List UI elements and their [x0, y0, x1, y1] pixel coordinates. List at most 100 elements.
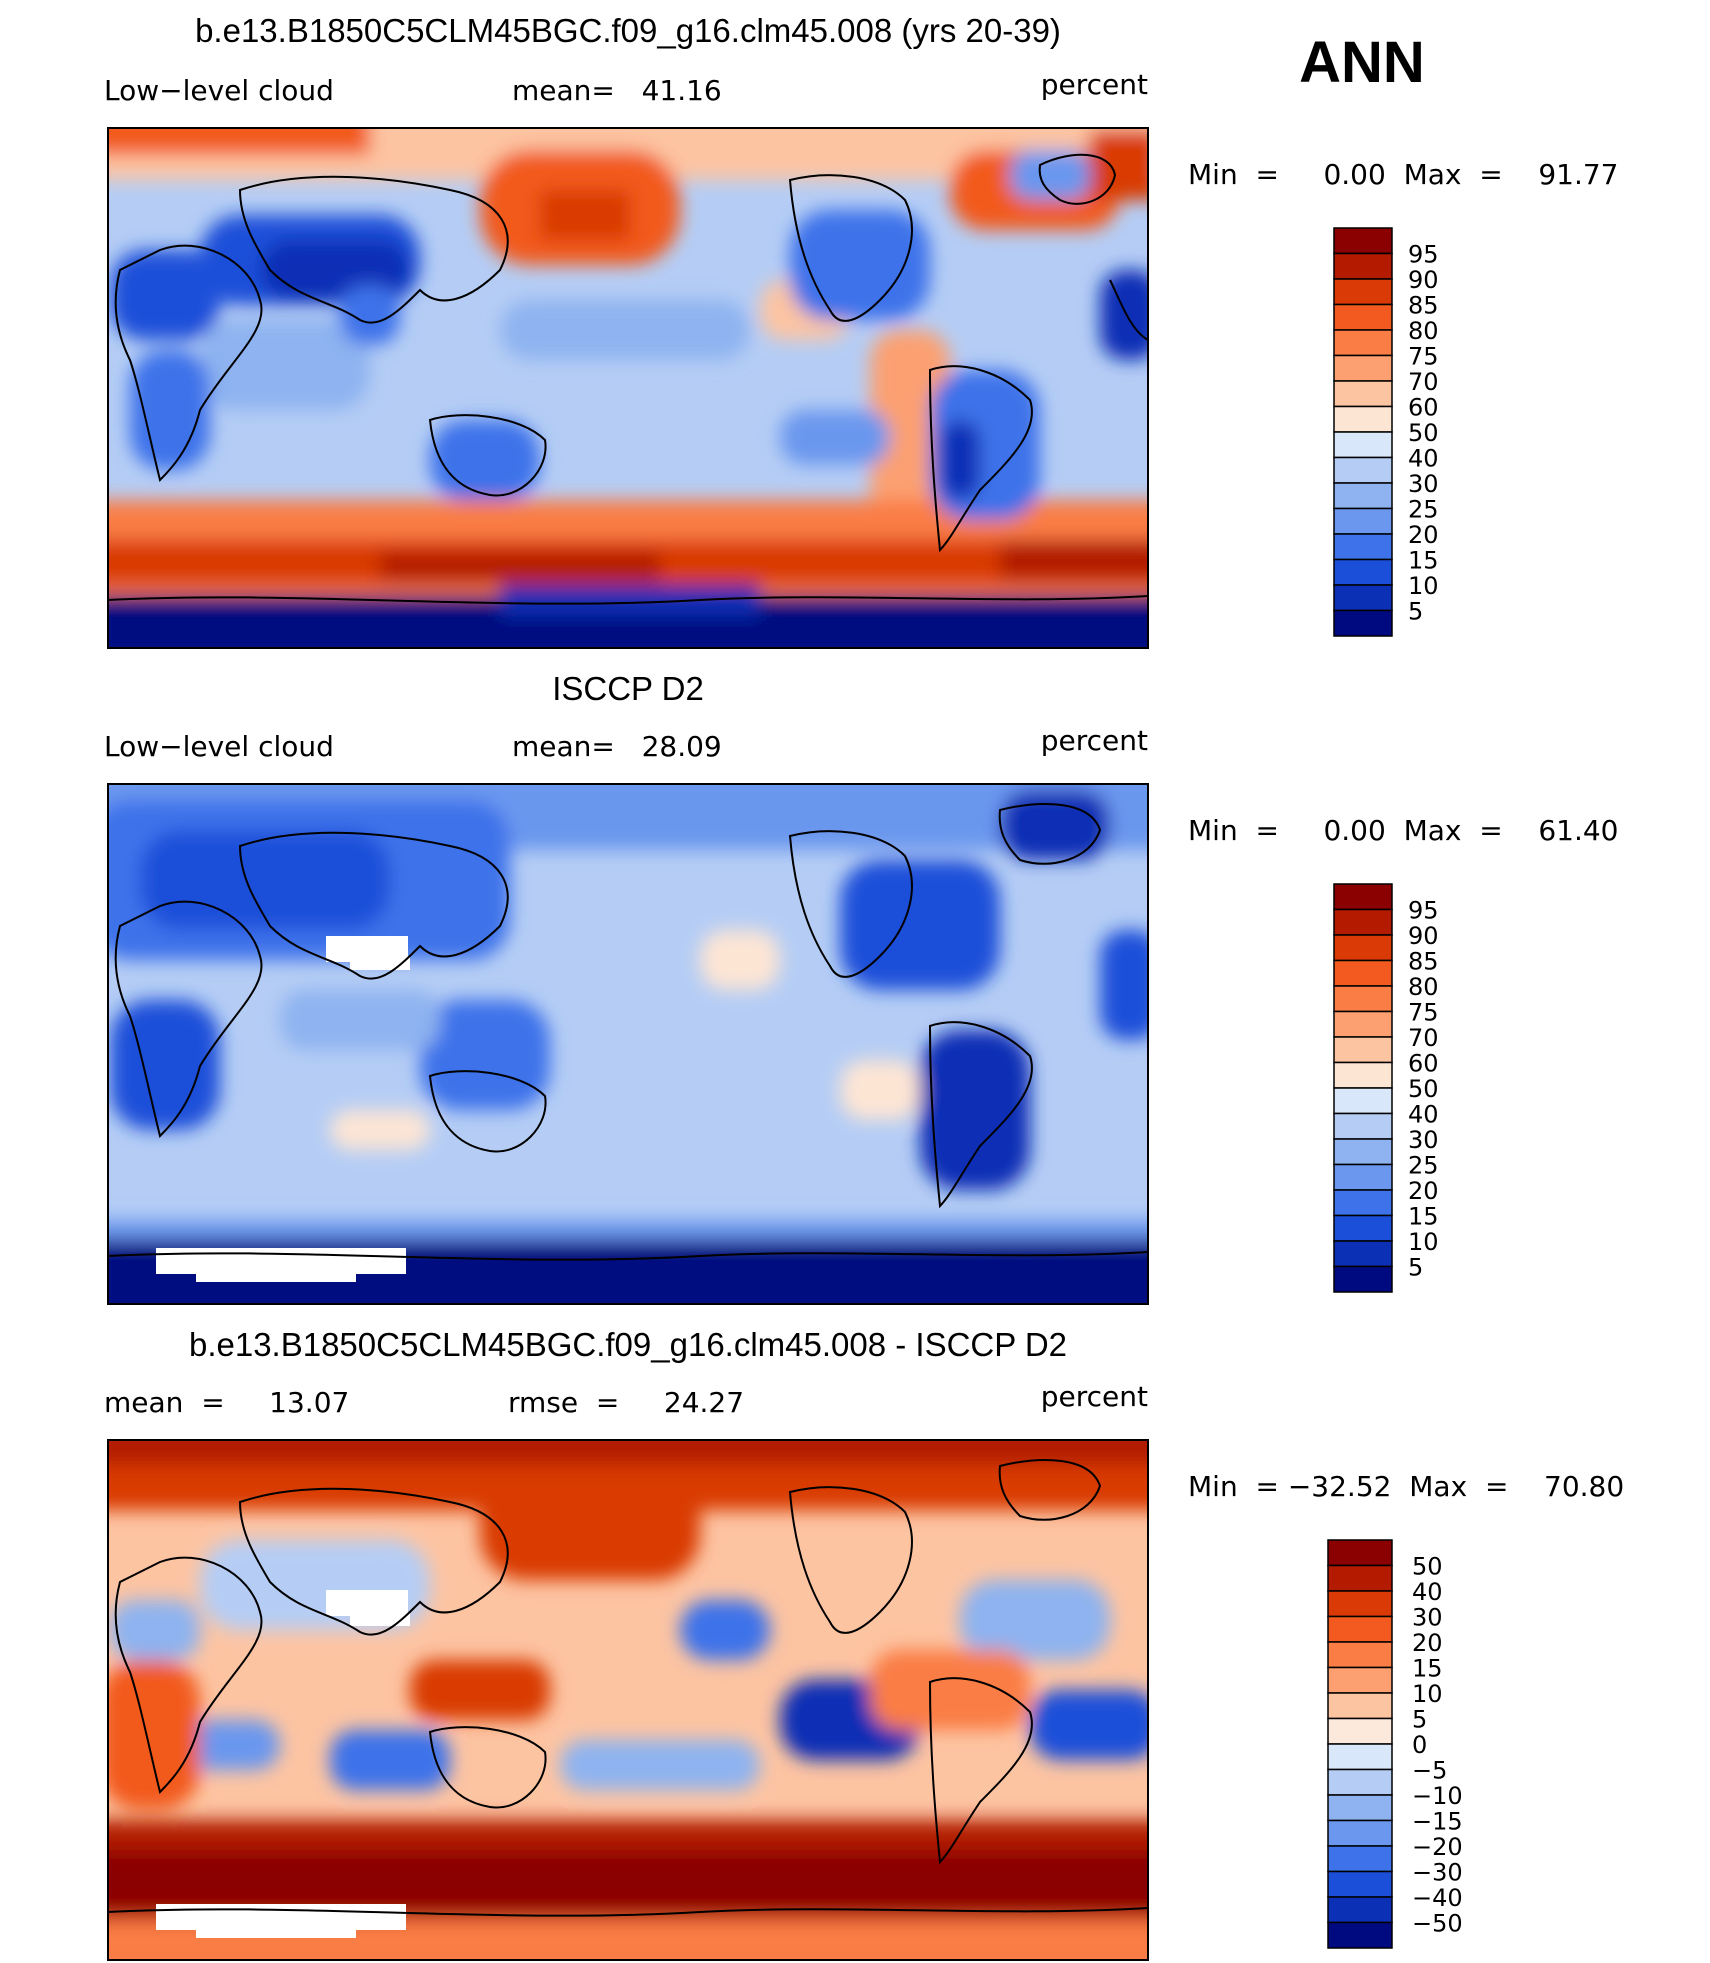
- colorbar-tick-label: 25: [1408, 1152, 1439, 1180]
- colorbar-tick-label: 40: [1408, 445, 1439, 473]
- colorbar-tick-label: 85: [1408, 948, 1439, 976]
- colorbar-swatch: [1327, 1564, 1393, 1592]
- colorbar-tick-label: 20: [1408, 521, 1439, 549]
- panel-2-minmax: Min = 0.00 Max = 61.40: [1188, 814, 1619, 847]
- panel-2-title: ISCCP D2: [552, 670, 704, 707]
- colorbar-swatch: [1333, 278, 1393, 306]
- colorbar-tick-label: 95: [1408, 241, 1439, 269]
- colorbar-swatch: [1333, 1138, 1393, 1166]
- colorbar-tick-label: 10: [1412, 1680, 1443, 1708]
- panel-1-title: b.e13.B1850C5CLM45BGC.f09_g16.clm45.008 …: [195, 12, 1061, 49]
- colorbar-tick-label: 15: [1408, 1203, 1439, 1231]
- colorbar-tick-label: 0: [1412, 1731, 1427, 1759]
- colorbar-swatch: [1327, 1743, 1393, 1771]
- colorbar-tick-label: −5: [1412, 1757, 1447, 1785]
- colorbar-tick-label: 70: [1408, 1024, 1439, 1052]
- colorbar-swatch: [1327, 1666, 1393, 1694]
- colorbar-swatch: [1327, 1539, 1393, 1567]
- colorbar-swatch: [1333, 934, 1393, 962]
- colorbar-tick-label: 15: [1408, 547, 1439, 575]
- colorbar-swatch: [1333, 908, 1393, 936]
- colorbar-swatch: [1333, 1036, 1393, 1064]
- panel-1-units: percent: [1041, 68, 1148, 101]
- colorbar-swatch: [1327, 1590, 1393, 1618]
- panel-2: ISCCP D2 Low−level cloud mean= 28.09 per…: [104, 670, 1619, 1305]
- colorbar-tick-label: −20: [1412, 1833, 1463, 1861]
- colorbar-tick-label: −30: [1412, 1859, 1463, 1887]
- colorbar-swatch: [1333, 329, 1393, 357]
- panel-3-title: b.e13.B1850C5CLM45BGC.f09_g16.clm45.008 …: [189, 1326, 1067, 1363]
- panel-1-mean-label: mean= 41.16: [512, 74, 722, 107]
- colorbar-tick-label: −40: [1412, 1884, 1463, 1912]
- colorbar-swatch: [1333, 959, 1393, 987]
- colorbar-tick-label: −15: [1412, 1808, 1463, 1836]
- colorbar-swatch: [1333, 252, 1393, 280]
- panel-1-map: [108, 128, 1148, 648]
- panel-2-missing-antarctica: [156, 1248, 406, 1274]
- colorbar-tick-label: −10: [1412, 1782, 1463, 1810]
- colorbar-swatch: [1333, 1087, 1393, 1115]
- colorbar-tick-label: 25: [1408, 496, 1439, 524]
- colorbar-tick-label: 80: [1408, 317, 1439, 345]
- colorbar-swatch: [1333, 1214, 1393, 1242]
- panel-1-coastlines: [108, 153, 1148, 605]
- colorbar-tick-label: 20: [1412, 1629, 1443, 1657]
- panel-3-map: [108, 1440, 1148, 1960]
- colorbar-swatch: [1333, 985, 1393, 1013]
- colorbar-swatch: [1333, 456, 1393, 484]
- panel-1-minmax: Min = 0.00 Max = 91.77: [1188, 158, 1619, 191]
- panel-1-map-frame: [107, 127, 1149, 649]
- colorbar-tick-label: 5: [1408, 1254, 1423, 1282]
- colorbar-tick-label: 75: [1408, 343, 1439, 371]
- colorbar-swatch: [1333, 1189, 1393, 1217]
- panel-1: b.e13.B1850C5CLM45BGC.f09_g16.clm45.008 …: [104, 12, 1619, 649]
- colorbar-swatch: [1333, 1061, 1393, 1089]
- colorbar-tick-label: 15: [1412, 1655, 1443, 1683]
- panel-3-missing-region: [326, 1590, 408, 1616]
- colorbar-swatch: [1333, 431, 1393, 459]
- colorbar-tick-label: 10: [1408, 1228, 1439, 1256]
- colorbar-tick-label: 60: [1408, 1050, 1439, 1078]
- panel-3-units: percent: [1041, 1380, 1148, 1413]
- colorbar-swatch: [1333, 1010, 1393, 1038]
- colorbar-swatch: [1333, 1240, 1393, 1268]
- panel-2-map-frame: [107, 783, 1149, 1305]
- colorbar-swatch: [1333, 609, 1393, 637]
- season-label: ANN: [1299, 30, 1425, 95]
- colorbar-swatch: [1333, 227, 1393, 255]
- colorbar-swatch: [1333, 482, 1393, 510]
- colorbar-tick-label: 50: [1408, 1075, 1439, 1103]
- colorbar-swatch: [1333, 1163, 1393, 1191]
- colorbar-swatch: [1327, 1794, 1393, 1822]
- panel-3-coastlines: [108, 1459, 1148, 1917]
- colorbar-tick-label: 30: [1412, 1604, 1443, 1632]
- panel-2-left-label: Low−level cloud: [104, 730, 334, 763]
- colorbar-swatch: [1333, 584, 1393, 612]
- colorbar-tick-label: 75: [1408, 999, 1439, 1027]
- colorbar-tick-label: 85: [1408, 292, 1439, 320]
- colorbar-swatch: [1333, 883, 1393, 911]
- colorbar-tick-label: 40: [1412, 1578, 1443, 1606]
- colorbar-swatch: [1333, 1112, 1393, 1140]
- colorbar-tick-label: 20: [1408, 1177, 1439, 1205]
- colorbar-swatch: [1333, 354, 1393, 382]
- colorbar-swatch: [1333, 558, 1393, 586]
- colorbar-tick-label: 60: [1408, 394, 1439, 422]
- panel-2-units: percent: [1041, 724, 1148, 757]
- panel-2-mean-label: mean= 28.09: [512, 730, 722, 763]
- colorbar-tick-label: 95: [1408, 897, 1439, 925]
- colorbar-swatch: [1333, 405, 1393, 433]
- panel-3-mean-label: mean = 13.07: [104, 1386, 349, 1419]
- colorbar-tick-label: 80: [1408, 973, 1439, 1001]
- colorbar-swatch: [1327, 1717, 1393, 1745]
- colorbar-swatch: [1327, 1768, 1393, 1796]
- colorbar-tick-label: 5: [1408, 598, 1423, 626]
- colorbar-swatch: [1327, 1641, 1393, 1669]
- colorbar-swatch: [1327, 1819, 1393, 1847]
- colorbar-tick-label: 30: [1408, 470, 1439, 498]
- colorbar-swatch: [1333, 507, 1393, 535]
